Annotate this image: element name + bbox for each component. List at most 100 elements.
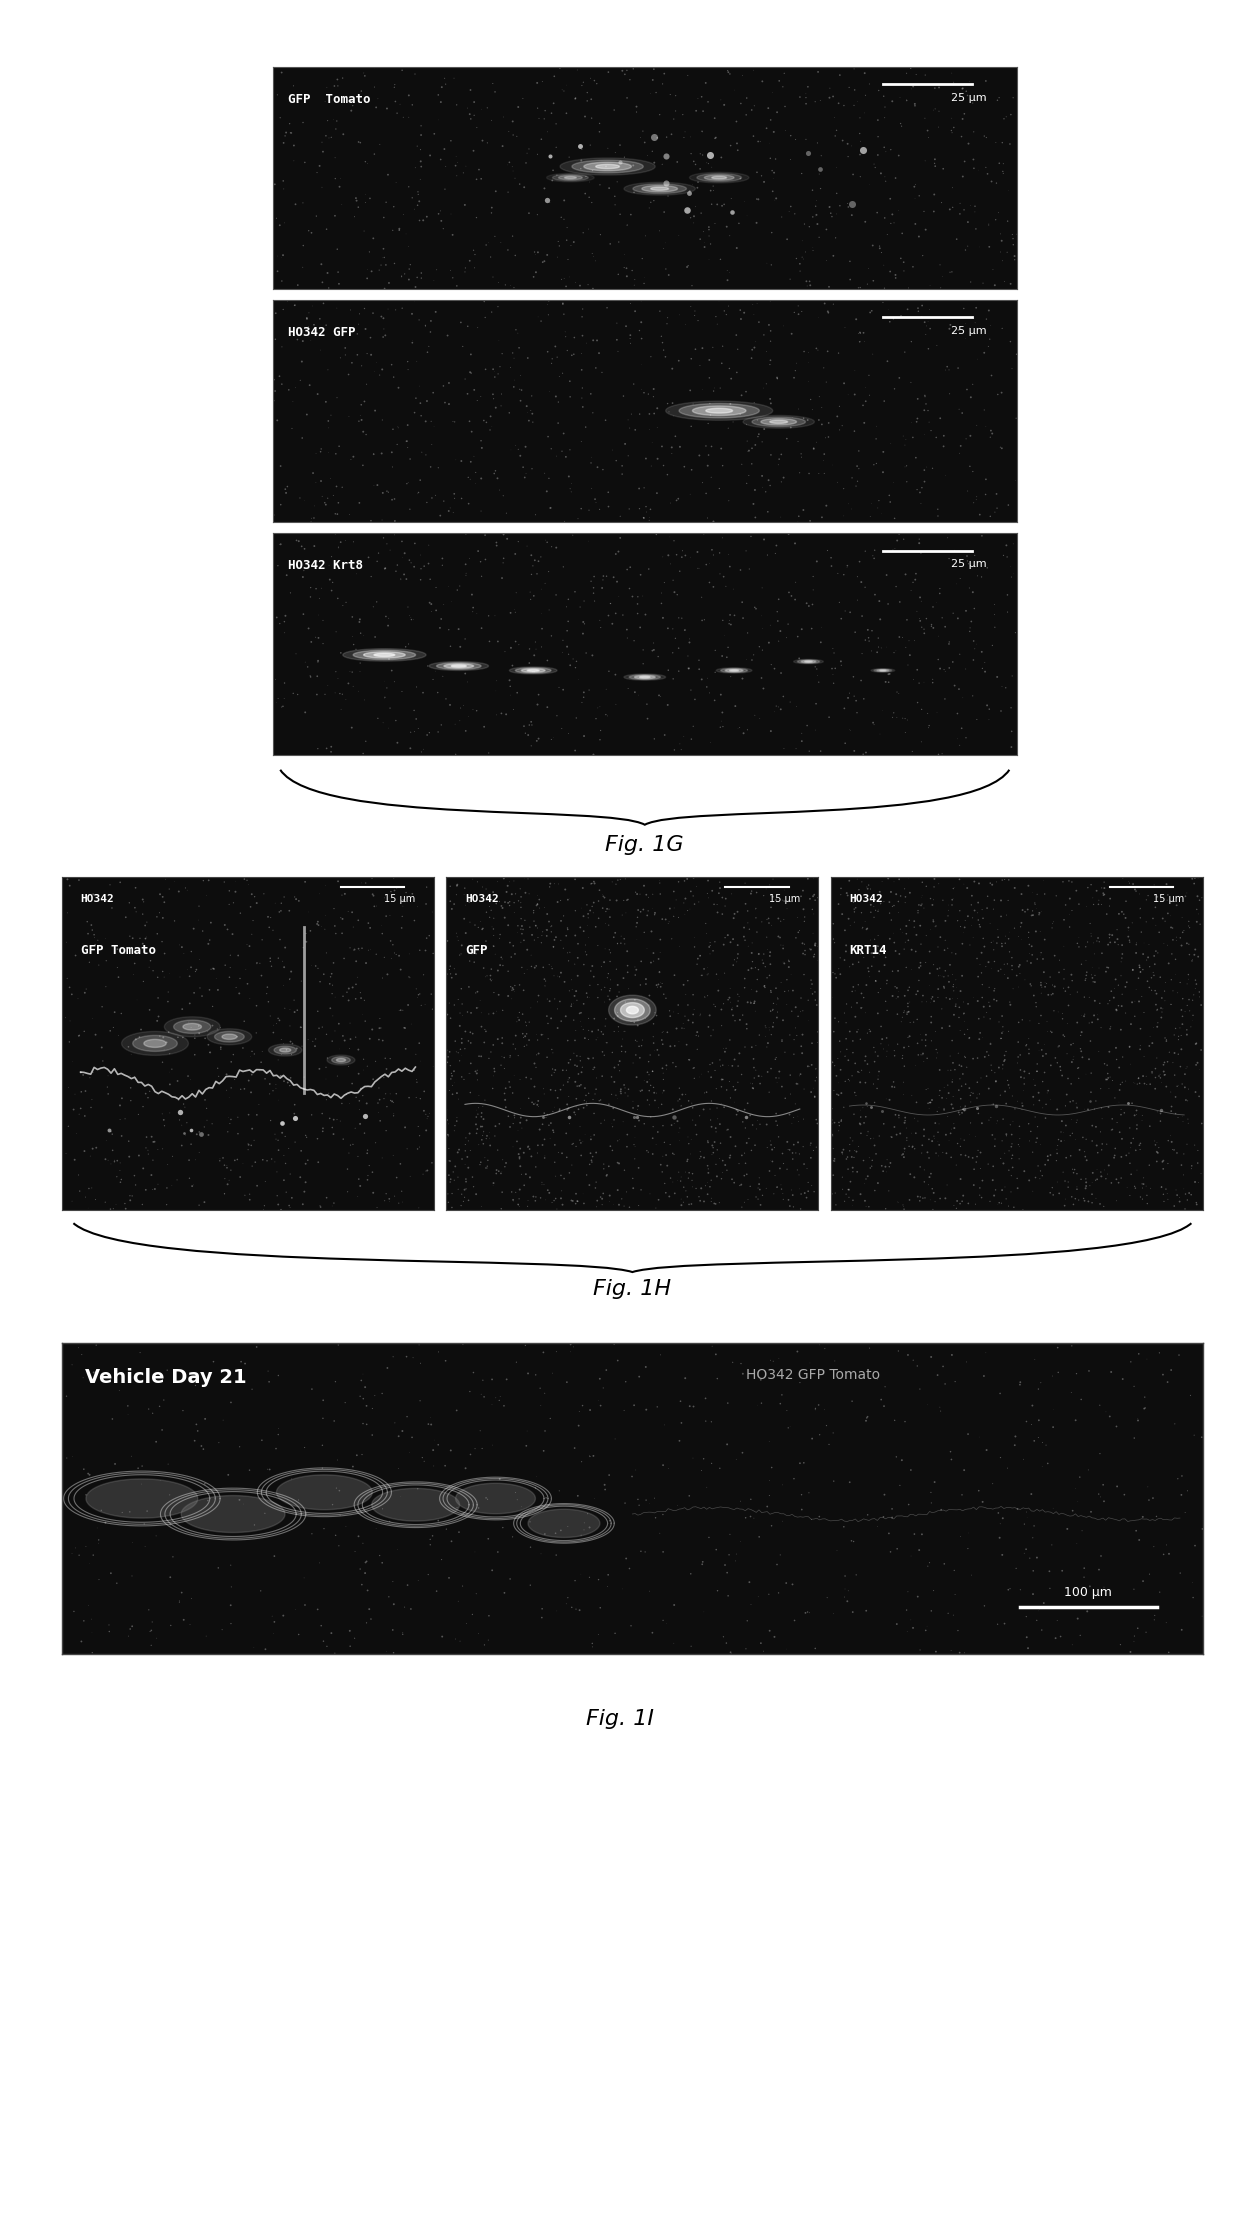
Point bbox=[60, 868, 79, 904]
Point bbox=[1154, 1046, 1174, 1081]
Point bbox=[859, 251, 879, 286]
Point bbox=[71, 1074, 91, 1110]
Point bbox=[874, 100, 894, 135]
Point bbox=[720, 548, 740, 584]
Point bbox=[399, 100, 419, 135]
Point bbox=[441, 1523, 461, 1558]
Point bbox=[730, 553, 750, 588]
Point bbox=[789, 1157, 808, 1192]
Point bbox=[460, 242, 480, 278]
Point bbox=[505, 886, 525, 921]
Point bbox=[615, 861, 635, 897]
Point bbox=[869, 229, 889, 264]
Point bbox=[520, 877, 539, 912]
Point bbox=[760, 402, 780, 437]
Point bbox=[805, 937, 825, 972]
Point bbox=[590, 1081, 610, 1117]
Point bbox=[711, 710, 730, 746]
Point bbox=[279, 892, 299, 928]
Point bbox=[440, 688, 460, 724]
Point bbox=[1183, 1565, 1203, 1601]
Point bbox=[681, 135, 701, 171]
Point bbox=[574, 679, 594, 715]
Point bbox=[911, 879, 931, 915]
Point bbox=[379, 1183, 399, 1219]
Point bbox=[378, 710, 398, 746]
Point bbox=[1135, 1066, 1154, 1101]
Point bbox=[267, 1070, 286, 1106]
Point bbox=[255, 1496, 275, 1532]
Point bbox=[438, 1117, 458, 1152]
Point bbox=[422, 977, 441, 1012]
Point bbox=[1096, 955, 1116, 990]
Point bbox=[797, 861, 817, 897]
Point bbox=[1068, 1601, 1087, 1636]
Point bbox=[608, 1343, 627, 1379]
Point bbox=[1060, 910, 1080, 946]
Point bbox=[1022, 1407, 1042, 1443]
Point bbox=[1125, 1097, 1145, 1132]
Point bbox=[412, 397, 432, 433]
Point bbox=[129, 1097, 149, 1132]
Point bbox=[766, 1039, 786, 1074]
Point bbox=[1099, 950, 1118, 986]
Point bbox=[1063, 1041, 1083, 1077]
Point bbox=[565, 1023, 585, 1059]
Point bbox=[356, 1003, 376, 1039]
Point bbox=[672, 1405, 692, 1441]
Point bbox=[852, 564, 872, 599]
Point bbox=[590, 610, 610, 646]
Point bbox=[925, 1183, 945, 1219]
Point bbox=[515, 460, 534, 495]
Point bbox=[526, 1050, 546, 1086]
Point bbox=[1078, 1092, 1097, 1128]
Point bbox=[744, 1501, 764, 1536]
Point bbox=[371, 1103, 391, 1139]
Point bbox=[987, 164, 1007, 200]
Point bbox=[811, 733, 831, 768]
Point bbox=[1126, 1170, 1146, 1205]
Point bbox=[761, 713, 781, 748]
Point bbox=[1177, 1012, 1197, 1048]
Point bbox=[1076, 1057, 1096, 1092]
Polygon shape bbox=[144, 1039, 166, 1048]
Point bbox=[606, 884, 626, 919]
Point bbox=[758, 1026, 777, 1061]
Point bbox=[422, 586, 441, 622]
Point bbox=[972, 979, 992, 1015]
Point bbox=[1075, 1134, 1095, 1170]
Point bbox=[728, 928, 748, 963]
Point bbox=[717, 253, 737, 289]
Point bbox=[727, 944, 746, 979]
Point bbox=[463, 693, 482, 728]
Point bbox=[567, 1068, 587, 1103]
Point bbox=[583, 1041, 603, 1077]
Point bbox=[485, 360, 505, 395]
Point bbox=[567, 983, 587, 1019]
Point bbox=[107, 1188, 126, 1223]
Point bbox=[319, 404, 339, 440]
Point bbox=[503, 1130, 523, 1166]
Point bbox=[789, 999, 808, 1035]
Point bbox=[74, 1452, 94, 1487]
Point bbox=[1111, 1097, 1131, 1132]
Point bbox=[817, 1407, 837, 1443]
Point bbox=[779, 193, 799, 229]
Point bbox=[1018, 868, 1038, 904]
Point bbox=[268, 1123, 288, 1159]
Point bbox=[1109, 988, 1128, 1023]
Point bbox=[653, 1015, 673, 1050]
Point bbox=[1052, 1123, 1071, 1159]
Point bbox=[584, 886, 604, 921]
Point bbox=[660, 1128, 680, 1163]
Point bbox=[492, 941, 512, 977]
Point bbox=[408, 475, 428, 511]
Point bbox=[706, 1114, 725, 1150]
Point bbox=[910, 908, 930, 943]
Point bbox=[497, 868, 517, 904]
Point bbox=[357, 147, 377, 182]
Point bbox=[777, 961, 797, 997]
Point bbox=[1128, 1061, 1148, 1097]
Point bbox=[848, 1012, 868, 1048]
Point bbox=[139, 1592, 159, 1627]
